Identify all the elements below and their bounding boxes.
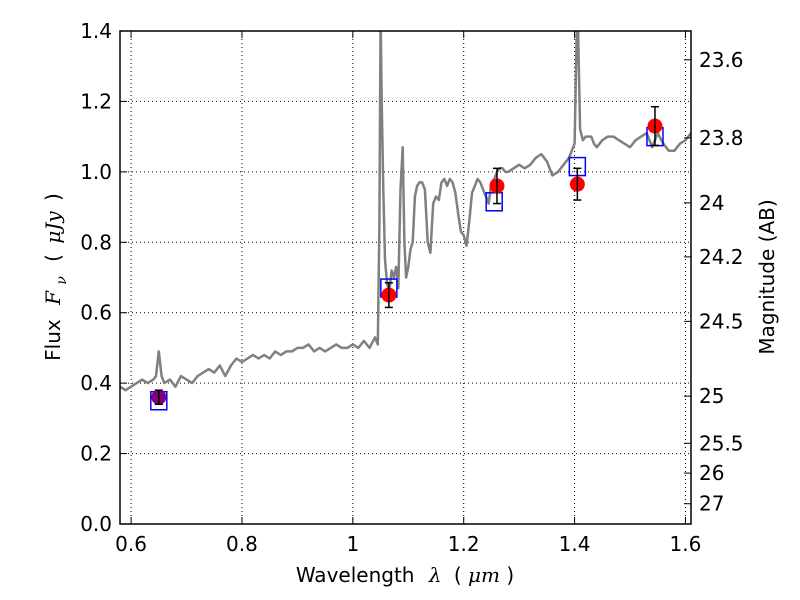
x-tick-label: 0.8 [226, 532, 258, 556]
x-tick-label: 0.6 [115, 532, 147, 556]
y-axis-label: Flux F ν ( μJy ) [41, 193, 71, 361]
x-axis-label-unit: μm [468, 563, 500, 587]
points-layer [150, 105, 664, 411]
y2-tick-label: 24 [699, 191, 724, 215]
y2-tick-label: 23.8 [699, 126, 744, 150]
y-tick-label: 1.0 [80, 160, 112, 184]
x-tick-label: 1.4 [559, 532, 591, 556]
y-axis-label-symbol: F [41, 290, 65, 306]
y-tick-label: 0.2 [80, 442, 112, 466]
spectrum-line [120, 31, 691, 392]
y-axis-label-unit: μJy [41, 211, 65, 244]
x-tick-label: 1.2 [448, 532, 480, 556]
x-tick-label: 1 [346, 532, 359, 556]
y-axis-label-unit-open: ( [41, 254, 65, 262]
plot-frame [119, 30, 692, 525]
y-tick-label: 0.4 [80, 371, 112, 395]
y-tick-label: 0.0 [80, 512, 112, 536]
y-axis-label-prefix: Flux [41, 319, 65, 361]
y2-tick-label: 25 [699, 384, 724, 408]
x-axis-label-symbol: λ [428, 563, 442, 587]
x-axis-label-unit-open: ( [454, 563, 462, 587]
x-axis-label-unit-close: ) [506, 563, 514, 587]
y-tick-label: 1.4 [80, 19, 112, 43]
y2-tick-label: 24.2 [699, 245, 744, 269]
spectrum-layer [120, 31, 691, 392]
y-axis-label-subscript: ν [54, 276, 70, 285]
y2-tick-label: 27 [699, 492, 724, 516]
y2-tick-label: 24.5 [699, 309, 744, 333]
y2-tick-label: 23.6 [699, 48, 744, 72]
y-axis-label-unit-close: ) [41, 193, 65, 201]
x-tick-label: 1.6 [670, 532, 702, 556]
y2-tick-label: 26 [699, 461, 724, 485]
y-tick-label: 0.8 [80, 230, 112, 254]
axis-ticks: 0.6 0.8 1 1.2 1.4 1.6 0.0 0.2 0.4 0.6 0.8 1.0 1.2 1.4… [80, 19, 743, 556]
x-axis-label: Wavelength λ ( μm ) [296, 563, 514, 587]
y2-tick-label: 25.5 [699, 431, 744, 455]
y-tick-label: 1.2 [80, 89, 112, 113]
x-axis-label-prefix: Wavelength [296, 563, 415, 587]
y-tick-label: 0.6 [80, 301, 112, 325]
y2-axis-label: Magnitude (AB) [755, 199, 779, 354]
